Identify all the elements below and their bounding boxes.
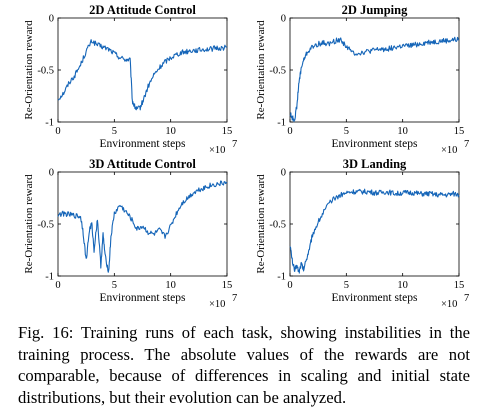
panel-title: 3D Landing	[343, 157, 407, 171]
x-tick-label: 10	[397, 126, 408, 137]
y-tick-label: -0.5	[269, 220, 286, 231]
x-tick-label: 0	[55, 280, 60, 291]
chart-panel: 2D Jumping 0 5 10 15 0 -0.5 -1 Environment steps…	[255, 3, 469, 156]
x-multiplier-exponent: 7	[232, 293, 237, 304]
x-multiplier-label: ×10	[209, 299, 225, 310]
chart-panel: 3D Landing 0 5 10 15 0 -0.5 -1 Environment steps…	[255, 157, 469, 310]
x-tick-label: 10	[397, 280, 408, 291]
chart-panel: 3D Attitude Control 0 5 10 15 0 -0.5 -1 Environm…	[23, 157, 237, 310]
panel-title: 2D Attitude Control	[89, 3, 196, 17]
x-tick-label: 10	[165, 280, 176, 291]
y-tick-label: -1	[277, 118, 286, 129]
x-tick-label: 15	[454, 280, 465, 291]
y-axis-label: Re-Orientation reward	[23, 174, 35, 274]
x-multiplier-exponent: 7	[464, 139, 469, 150]
plot-frame	[57, 171, 228, 277]
x-tick-label: 0	[55, 126, 60, 137]
x-tick-label: 15	[454, 126, 465, 137]
x-tick-label: 15	[222, 280, 233, 291]
x-multiplier-label: ×10	[441, 145, 457, 156]
series-line	[289, 188, 460, 274]
x-tick-label: 5	[344, 280, 349, 291]
x-multiplier-exponent: 7	[464, 293, 469, 304]
panel-title: 2D Jumping	[342, 3, 408, 17]
figure-caption: Fig. 16: Training runs of each task, sho…	[18, 323, 470, 407]
x-axis-label: Environment steps	[100, 138, 186, 150]
y-tick-label: -1	[45, 118, 54, 129]
y-axis-label: Re-Orientation reward	[255, 174, 267, 274]
panel-title: 3D Attitude Control	[89, 157, 196, 171]
y-tick-label: 0	[49, 168, 54, 179]
y-axis-label: Re-Orientation reward	[23, 20, 35, 120]
chart-panel: 2D Attitude Control 0 5 10 15 0 -0.5 -1 Environm…	[23, 3, 237, 156]
y-tick-label: -1	[45, 272, 54, 283]
y-tick-label: 0	[281, 14, 286, 25]
y-tick-label: 0	[49, 14, 54, 25]
x-tick-label: 15	[222, 126, 233, 137]
x-multiplier-label: ×10	[441, 299, 457, 310]
series-line	[57, 39, 228, 111]
x-axis-label: Environment steps	[332, 138, 418, 150]
series-line	[57, 180, 228, 273]
x-multiplier-exponent: 7	[232, 139, 237, 150]
y-tick-label: -0.5	[37, 66, 54, 77]
x-multiplier-label: ×10	[209, 145, 225, 156]
plot-frame	[289, 171, 460, 277]
x-tick-label: 0	[287, 280, 292, 291]
y-tick-label: -1	[277, 272, 286, 283]
plot-frame	[57, 17, 228, 123]
figure-grid: 2D Attitude Control 0 5 10 15 0 -0.5 -1 Environm…	[23, 3, 469, 310]
y-tick-label: 0	[281, 168, 286, 179]
series-line	[289, 36, 460, 123]
x-tick-label: 5	[112, 280, 117, 291]
x-axis-label: Environment steps	[332, 292, 418, 304]
plot-frame	[289, 17, 460, 123]
y-tick-label: -0.5	[269, 66, 286, 77]
x-tick-label: 5	[112, 126, 117, 137]
x-tick-label: 0	[287, 126, 292, 137]
y-tick-label: -0.5	[37, 220, 54, 231]
x-axis-label: Environment steps	[100, 292, 186, 304]
x-tick-label: 10	[165, 126, 176, 137]
x-tick-label: 5	[344, 126, 349, 137]
y-axis-label: Re-Orientation reward	[255, 20, 267, 120]
